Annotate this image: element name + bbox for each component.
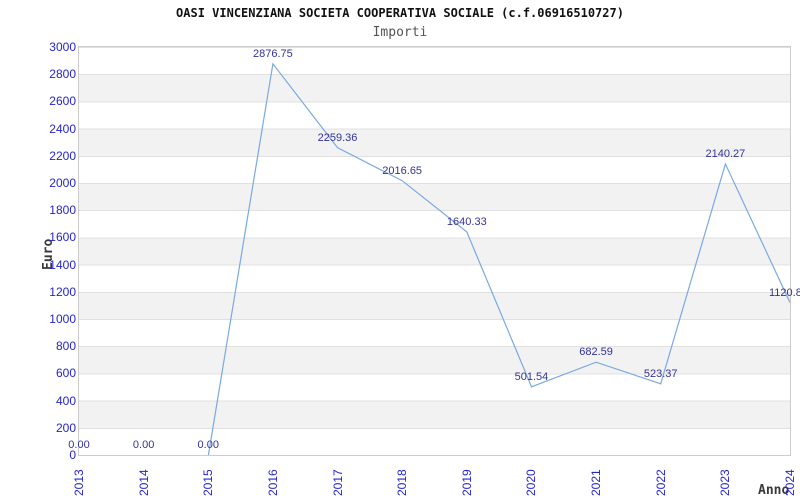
data-point-label: 2016.65: [382, 164, 423, 177]
y-tick-label: 1200: [49, 284, 76, 299]
data-point-label: 501.54: [514, 370, 549, 383]
chart-title: OASI VINCENZIANA SOCIETA COOPERATIVA SOC…: [176, 6, 624, 20]
x-tick-label: 2021: [589, 469, 604, 496]
plot-area: [78, 46, 791, 456]
y-tick-label: 1800: [49, 203, 76, 218]
y-tick-label: 400: [55, 393, 76, 408]
x-tick-label: 2023: [718, 469, 733, 496]
data-point-label: 0.00: [197, 439, 219, 451]
data-point-label: 1120.8: [769, 286, 800, 299]
data-point-label: 523.37: [643, 367, 678, 380]
y-tick-label: 2400: [49, 121, 76, 136]
x-tick-label: 2022: [653, 469, 668, 496]
y-tick-label: 1000: [49, 312, 76, 326]
data-point-label: 2140.27: [705, 147, 746, 160]
x-tick-label: 2019: [459, 469, 474, 496]
y-tick-label: 2000: [49, 176, 76, 190]
y-tick-label: 3000: [49, 40, 76, 54]
data-point-label: 2259.36: [317, 131, 358, 144]
x-tick-label: 2016: [265, 469, 280, 496]
y-tick-label: 0: [69, 448, 76, 462]
x-tick-label: 2014: [136, 469, 151, 496]
chart-subtitle: Importi: [372, 25, 428, 40]
x-tick-label: 2015: [201, 469, 216, 496]
x-tick-label: 2013: [72, 469, 86, 496]
x-axis-title: Anno: [758, 483, 790, 498]
y-tick-label: 200: [55, 420, 76, 435]
x-tick-label: 2024: [783, 469, 797, 496]
y-tick-label: 1400: [49, 257, 76, 272]
data-point-label: 1640.33: [446, 215, 487, 228]
data-point-label: 2876.75: [253, 47, 293, 60]
x-tick-label: 2017: [330, 469, 345, 496]
data-point-label: 682.59: [579, 346, 613, 359]
x-tick-label: 2020: [524, 469, 539, 496]
y-tick-label: 1600: [49, 230, 76, 245]
x-tick-label: 2018: [395, 469, 410, 496]
y-tick-label: 2800: [49, 67, 76, 82]
y-tick-label: 600: [55, 366, 76, 381]
data-point-label: 0.00: [68, 439, 90, 451]
y-tick-label: 2200: [49, 148, 76, 163]
y-tick-label: 2600: [49, 94, 76, 109]
data-point-label: 0.00: [132, 439, 155, 451]
line-series-svg: [207, 62, 790, 455]
line-path: [207, 62, 790, 455]
y-tick-label: 800: [55, 339, 76, 354]
